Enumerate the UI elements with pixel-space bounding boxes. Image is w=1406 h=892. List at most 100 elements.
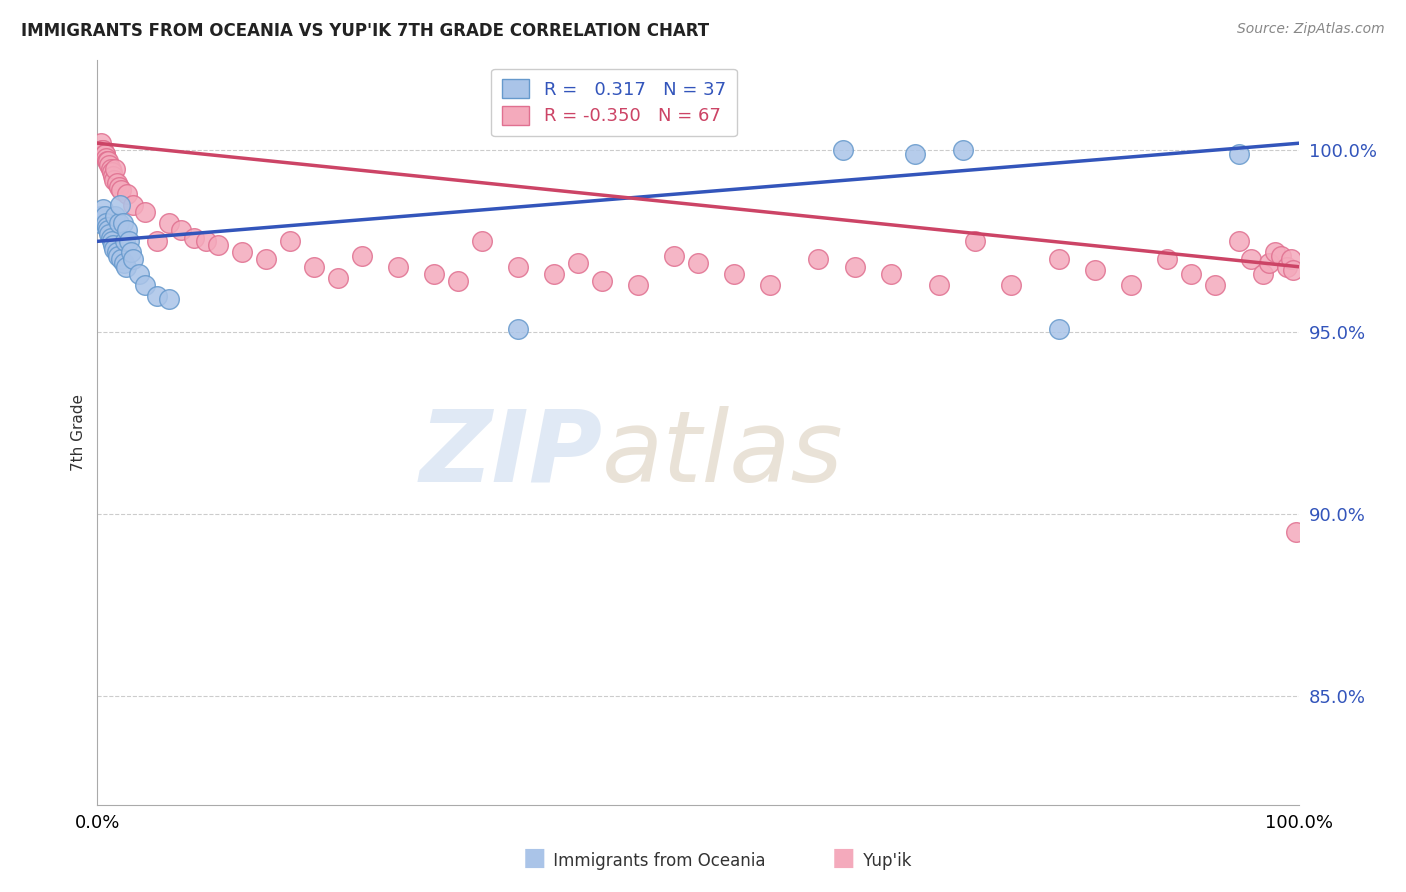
Point (94, 216, 117, 230)
Point (231, 245, 253, 260)
Point (146, 289, 169, 303)
Point (122, 198, 145, 212)
Point (112, 256, 135, 270)
Point (1279, 252, 1302, 267)
Point (108, 198, 131, 212)
Text: ZIP: ZIP (419, 406, 602, 503)
Point (100, 235, 122, 249)
Point (591, 274, 613, 288)
Point (1258, 256, 1281, 270)
Point (120, 245, 142, 260)
Point (807, 252, 830, 267)
Point (543, 267, 565, 281)
Point (1227, 147, 1250, 161)
Text: ■: ■ (523, 846, 546, 870)
Point (105, 176, 128, 190)
Point (831, 144, 853, 158)
Point (90, 209, 112, 223)
Point (506, 260, 529, 274)
Point (723, 267, 745, 281)
Point (1119, 277, 1142, 292)
Point (207, 238, 229, 252)
Point (108, 216, 131, 230)
Point (183, 230, 205, 244)
Point (128, 267, 150, 281)
Point (96, 219, 118, 234)
Point (90, 136, 112, 151)
Point (194, 235, 217, 249)
Point (97, 154, 120, 169)
Point (928, 277, 950, 292)
Point (94, 151, 117, 165)
Point (1284, 525, 1306, 540)
Point (952, 144, 974, 158)
Point (98, 158, 121, 172)
Point (350, 249, 373, 263)
Text: Source: ZipAtlas.com: Source: ZipAtlas.com (1237, 22, 1385, 37)
Point (1264, 245, 1286, 260)
Text: atlas: atlas (602, 406, 844, 503)
Point (627, 277, 650, 292)
Point (1282, 263, 1305, 277)
Point (904, 147, 927, 161)
Point (111, 216, 134, 230)
Point (963, 235, 986, 249)
Point (664, 249, 686, 263)
Text: IMMIGRANTS FROM OCEANIA VS YUP'IK 7TH GRADE CORRELATION CHART: IMMIGRANTS FROM OCEANIA VS YUP'IK 7TH GR… (21, 22, 709, 40)
Point (134, 277, 156, 292)
Point (1180, 267, 1202, 281)
Point (1277, 260, 1299, 274)
Text: Yup'ik: Yup'ik (858, 852, 911, 870)
Point (170, 223, 193, 237)
Point (103, 172, 125, 186)
Point (879, 267, 901, 281)
Point (93, 144, 115, 158)
Point (1047, 321, 1070, 335)
Point (97, 223, 120, 237)
Point (1270, 249, 1292, 263)
Point (89, 216, 111, 230)
Point (101, 169, 124, 183)
Point (1204, 277, 1226, 292)
Point (110, 184, 132, 198)
Point (759, 277, 782, 292)
Point (115, 260, 138, 274)
Point (103, 242, 125, 256)
Point (254, 252, 277, 267)
Y-axis label: 7th Grade: 7th Grade (72, 393, 86, 471)
Point (104, 161, 127, 176)
Point (98, 227, 121, 241)
Point (688, 256, 710, 270)
Point (844, 260, 866, 274)
Point (93, 147, 115, 161)
Point (93, 202, 115, 216)
Point (100, 230, 122, 244)
Point (1084, 263, 1107, 277)
Point (1000, 277, 1022, 292)
Point (105, 245, 128, 260)
Point (1240, 252, 1263, 267)
Point (387, 260, 409, 274)
Text: Immigrants from Oceania: Immigrants from Oceania (548, 852, 766, 870)
Point (1047, 252, 1070, 267)
Point (1156, 252, 1178, 267)
Point (278, 235, 301, 249)
Point (159, 216, 181, 230)
Point (134, 205, 156, 219)
Point (108, 179, 131, 194)
Point (93, 209, 115, 223)
Point (104, 209, 127, 223)
Point (93, 147, 115, 161)
Point (506, 321, 529, 335)
Point (100, 161, 122, 176)
Point (159, 293, 181, 307)
Point (302, 260, 325, 274)
Point (567, 256, 589, 270)
Point (423, 267, 446, 281)
Point (326, 270, 349, 285)
Point (1227, 235, 1250, 249)
Point (91, 212, 114, 227)
Point (91, 144, 114, 158)
Point (101, 238, 124, 252)
Text: ■: ■ (832, 846, 855, 870)
